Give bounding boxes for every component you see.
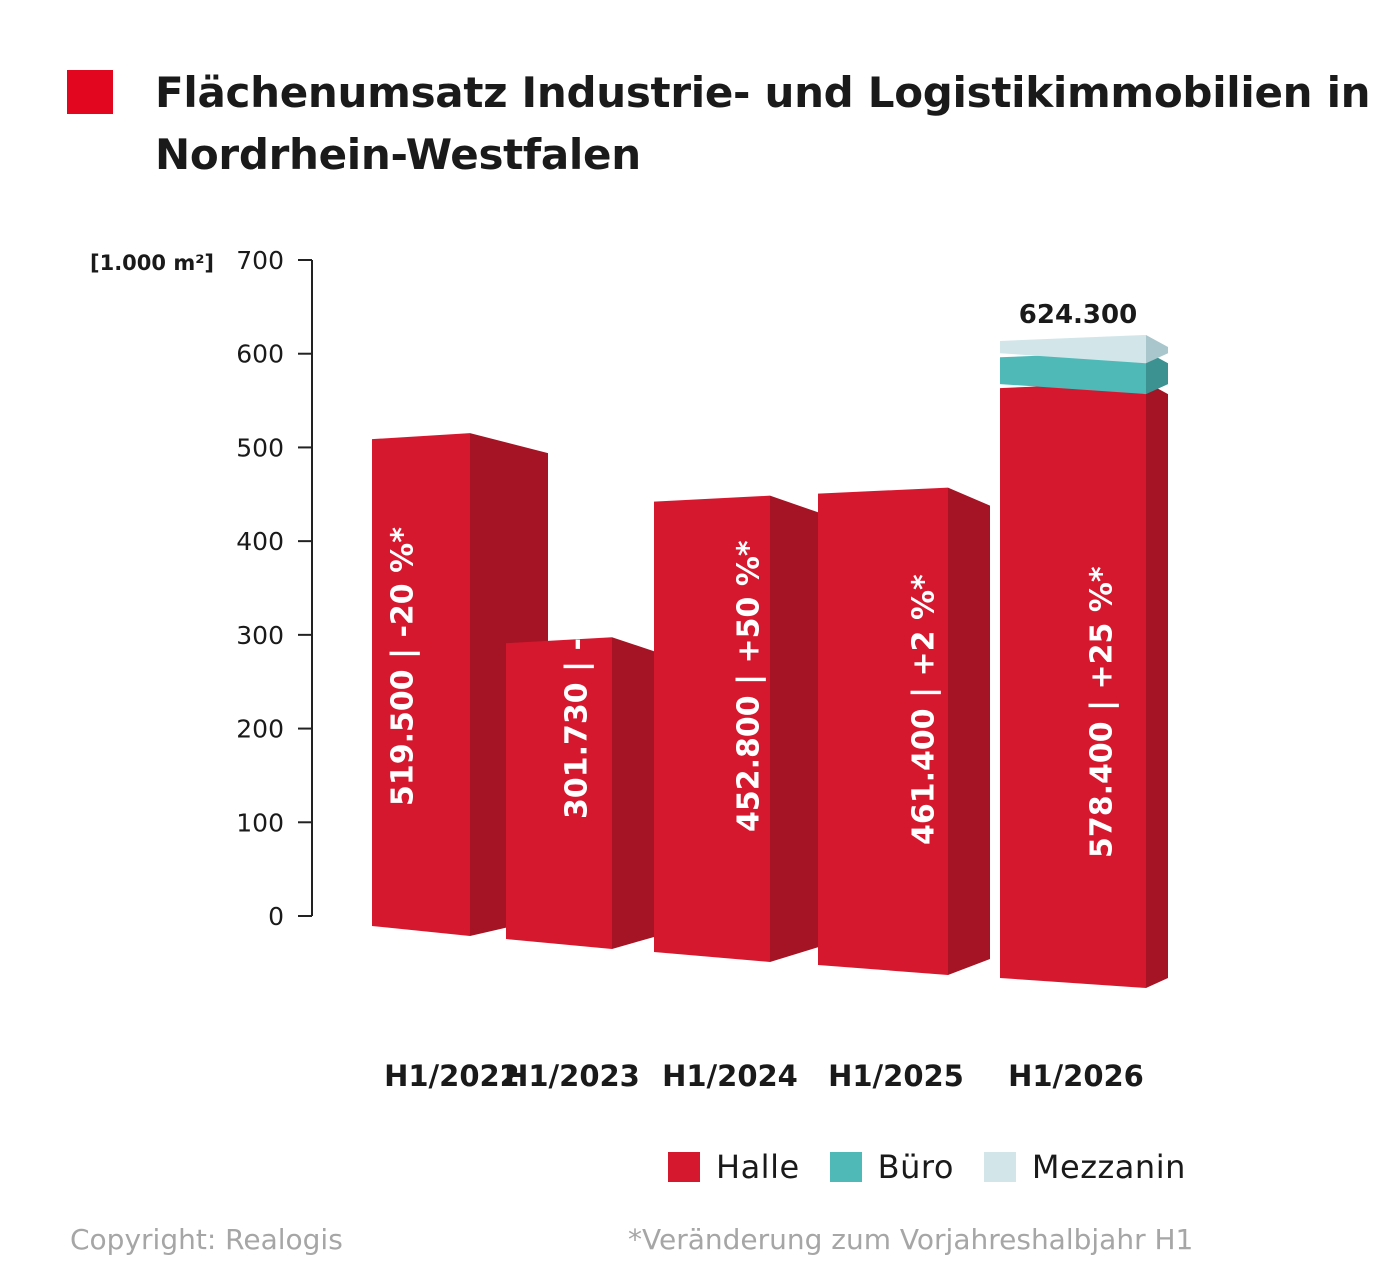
bar-halle-front bbox=[654, 495, 770, 962]
bar-value-label: 519.500 | -20 %* bbox=[386, 527, 421, 806]
footnote: *Veränderung zum Vorjahreshalbjahr H1 bbox=[628, 1223, 1194, 1256]
y-tick-label: 300 bbox=[236, 621, 284, 650]
y-tick-label: 700 bbox=[236, 246, 284, 275]
x-category-label: H1/2025 bbox=[828, 1059, 964, 1093]
bar-halle-front bbox=[372, 433, 470, 936]
bar-halle-side bbox=[948, 487, 990, 975]
legend-label-buero: Büro bbox=[877, 1148, 954, 1186]
y-tick-label: 500 bbox=[236, 433, 284, 462]
y-axis-label: [1.000 m²] bbox=[90, 251, 214, 275]
legend-item-mezzanin: Mezzanin bbox=[983, 1148, 1186, 1186]
y-tick-label: 200 bbox=[236, 715, 284, 744]
bar-halle-front bbox=[1000, 382, 1146, 988]
x-category-label: H1/2026 bbox=[1008, 1059, 1144, 1093]
legend-item-halle: Halle bbox=[668, 1148, 800, 1186]
bar-halle-side bbox=[770, 495, 822, 962]
legend-label-mezzanin: Mezzanin bbox=[1031, 1148, 1186, 1186]
y-tick-label: 100 bbox=[236, 808, 284, 837]
legend-swatch-mezzanin bbox=[983, 1152, 1016, 1182]
bar-chart: 0 100 200 300 400 500 600 700 [1.000 m²] 519.500 … bbox=[90, 246, 1168, 1093]
legend-label-halle: Halle bbox=[716, 1148, 800, 1186]
bar-halle-front bbox=[506, 637, 612, 949]
x-category-label: H1/2024 bbox=[662, 1059, 798, 1093]
chart-title: Flächenumsatz Industrie- und Logistikimm… bbox=[155, 68, 1371, 179]
y-tick-label: 400 bbox=[236, 527, 284, 556]
y-tick-label: 600 bbox=[236, 340, 284, 369]
bar-halle-side bbox=[612, 637, 654, 949]
bar-total-label: 624.300 bbox=[1019, 300, 1137, 330]
title-marker bbox=[67, 70, 113, 114]
bar-value-label: 578.400 | +25 %* bbox=[1085, 566, 1120, 858]
bar-buero-side bbox=[1146, 351, 1168, 395]
bar-mezzanin-front bbox=[1000, 334, 1146, 364]
bar-value-label: 452.800 | +50 %* bbox=[732, 540, 767, 832]
y-tick-label: 0 bbox=[268, 902, 284, 931]
bar-mezzanin-side bbox=[1146, 334, 1168, 364]
legend: Halle Büro Mezzanin bbox=[668, 1148, 1216, 1186]
bar-halle-side bbox=[1146, 382, 1168, 988]
copyright-note: Copyright: Realogis bbox=[70, 1223, 343, 1256]
bar-buero-front bbox=[1000, 351, 1146, 395]
bar-halle-front bbox=[818, 487, 948, 975]
legend-item-buero: Büro bbox=[829, 1148, 954, 1186]
bar-value-label: 461.400 | +2 %* bbox=[907, 574, 942, 845]
legend-swatch-buero bbox=[829, 1152, 862, 1182]
legend-swatch-halle bbox=[668, 1152, 700, 1182]
x-category-label: H1/2023 bbox=[504, 1059, 640, 1093]
bar-value-label: 301.730 | -42 %* bbox=[560, 540, 595, 819]
x-category-label: H1/2022 bbox=[384, 1059, 520, 1093]
